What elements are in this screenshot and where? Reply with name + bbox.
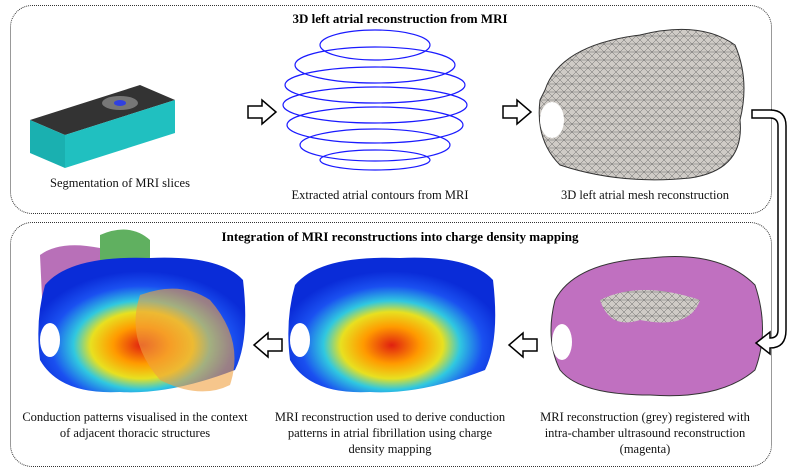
- charge-density-map-image: [288, 257, 496, 393]
- atrial-contours-image: [282, 29, 468, 171]
- curved-arrow-icon: [751, 109, 787, 356]
- caption-registration: MRI reconstruction (grey) registered wit…: [540, 410, 750, 456]
- caption-thoracic: Conduction patterns visualised in the co…: [22, 410, 248, 440]
- arrow-right-icon: [502, 98, 533, 126]
- arrow-left-icon: [252, 331, 283, 359]
- atrial-mesh-image: [538, 28, 745, 181]
- caption-charge-density: MRI reconstruction used to derive conduc…: [274, 410, 506, 456]
- thoracic-structures-image: [38, 229, 246, 393]
- caption-contours: Extracted atrial contours from MRI: [291, 188, 469, 202]
- top-panel-title: 3D left atrial reconstruction from MRI: [292, 11, 508, 26]
- caption-segmentation: Segmentation of MRI slices: [50, 176, 190, 190]
- mri-slices-image: [30, 85, 175, 168]
- bottom-panel-title: Integration of MRI reconstructions into …: [221, 229, 579, 244]
- arrow-right-icon: [247, 98, 278, 126]
- registered-mesh-image: [550, 256, 763, 397]
- caption-mesh: 3D left atrial mesh reconstruction: [561, 188, 729, 202]
- arrow-left-icon: [507, 331, 538, 359]
